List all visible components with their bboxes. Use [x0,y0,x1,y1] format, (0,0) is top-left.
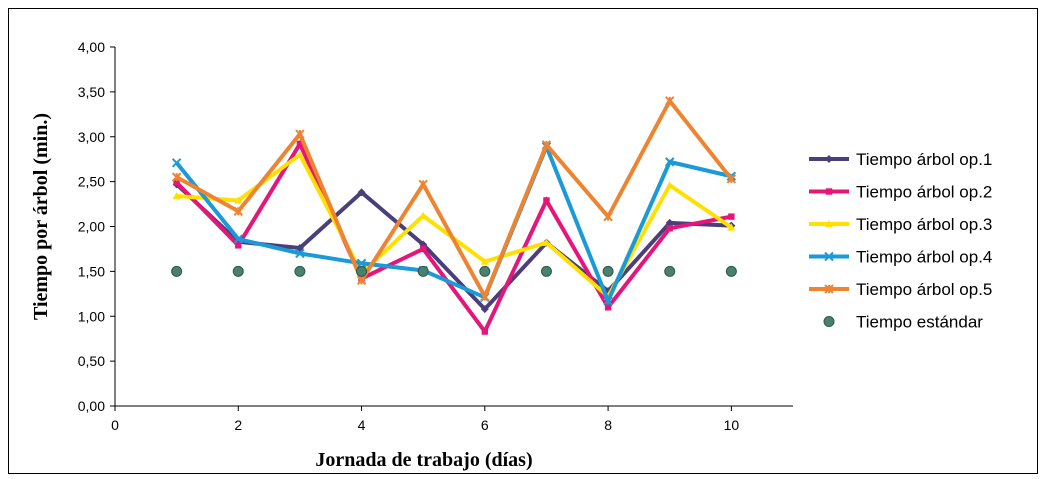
data-point [543,197,550,204]
data-point [357,188,366,197]
data-point [665,157,675,167]
data-point [296,140,304,148]
y-tick-label: 1,00 [78,308,105,324]
y-tick-labels: 0,00 0,50 1,00 1,50 2,00 2,50 3,00 3,50 4,00 [78,39,115,414]
data-point [295,150,304,158]
data-point [171,158,182,168]
legend-item-4: Tiempo árbol op.4 [809,248,992,267]
data-point [602,265,614,277]
y-tick-label: 2,00 [78,219,105,235]
legend-label: Tiempo árbol op.4 [856,248,992,267]
legend-item-3: Tiempo árbol op.3 [809,215,992,234]
data-point [664,265,676,277]
legend-label: Tiempo árbol op.1 [856,150,992,169]
data-point [728,213,735,220]
data-point [418,179,428,190]
data-point [480,305,489,314]
data-point [172,191,181,200]
data-point [171,172,182,182]
data-point [479,265,491,277]
x-tick-label: 6 [481,417,489,433]
data-point [173,179,180,186]
legend-label: Tiempo estándar [856,313,983,332]
data-point [603,211,613,222]
data-point [665,218,674,227]
line-chart: 0,00 0,50 1,00 1,50 2,00 2,50 3,00 3,50 4,00 0 2 4… [30,39,992,471]
legend-swatch-marker [824,284,834,294]
data-point [419,245,427,253]
legend-item-1: Tiempo árbol op.1 [809,150,992,169]
series-4 [171,141,737,307]
plot-area [171,96,737,336]
data-point [419,211,428,219]
data-point [356,265,368,277]
data-point [666,225,673,232]
series-line [175,97,733,302]
data-point [725,265,737,277]
x-tick-label: 4 [358,417,366,433]
data-point [235,242,242,249]
legend-item-5: Tiempo árbol op.5 [809,280,992,299]
legend-item-2: Tiempo árbol op.2 [809,183,992,202]
legend-label: Tiempo árbol op.2 [856,183,992,202]
x-tick-label: 10 [724,417,740,433]
data-point [356,258,367,269]
data-point [295,248,305,259]
legend-item-6: Tiempo estándar [823,313,983,332]
data-point [604,304,612,311]
legend-swatch-marker [825,220,833,228]
data-point [665,181,674,189]
y-tick-label: 1,50 [78,263,105,279]
data-point [665,96,675,106]
data-point [356,275,367,286]
legend-swatch-marker [825,188,833,195]
y-axis-label: Tiempo por árbol (min.) [30,113,52,320]
legend-label: Tiempo árbol op.5 [856,280,992,299]
legend-swatch-marker [825,155,833,163]
data-point [233,234,243,244]
chart-frame: 0,00 0,50 1,00 1,50 2,00 2,50 3,00 3,50 4,00 0 2 4… [8,8,1038,474]
series-line [175,139,732,336]
data-point [542,238,551,246]
y-tick-label: 0,50 [78,353,105,369]
data-point [481,328,489,335]
y-tick-label: 3,00 [78,129,105,145]
data-point [234,196,243,204]
y-tick-label: 3,50 [78,84,105,100]
series-5 [171,96,737,302]
data-point [233,206,243,216]
data-point [603,296,613,306]
x-axis-label: Jornada de trabajo (días) [315,449,532,471]
data-point [727,223,736,231]
data-point [480,291,490,302]
legend: Tiempo árbol op.1 Tiempo árbol op.2 Tiempo… [809,150,992,332]
data-point [480,257,489,265]
legend-label: Tiempo árbol op.3 [856,215,992,234]
x-tick-label: 8 [604,417,612,433]
data-point [232,265,244,277]
data-point [417,265,429,277]
data-point [541,140,552,150]
series-line [175,141,732,307]
axes [114,47,793,407]
data-point [540,265,552,277]
data-point [294,265,306,277]
y-tick-label: 2,50 [78,174,105,190]
x-tick-labels: 0 2 4 6 8 10 [111,406,739,433]
y-tick-label: 0,00 [78,398,105,414]
data-point [171,265,183,277]
x-tick-label: 2 [234,417,242,433]
data-point [295,129,305,139]
legend-swatch-marker [823,316,835,327]
y-tick-label: 4,00 [78,39,105,55]
legend-swatch-marker [824,251,834,262]
series-6 [171,265,737,277]
data-point [726,174,737,184]
x-tick-label: 0 [111,417,119,433]
